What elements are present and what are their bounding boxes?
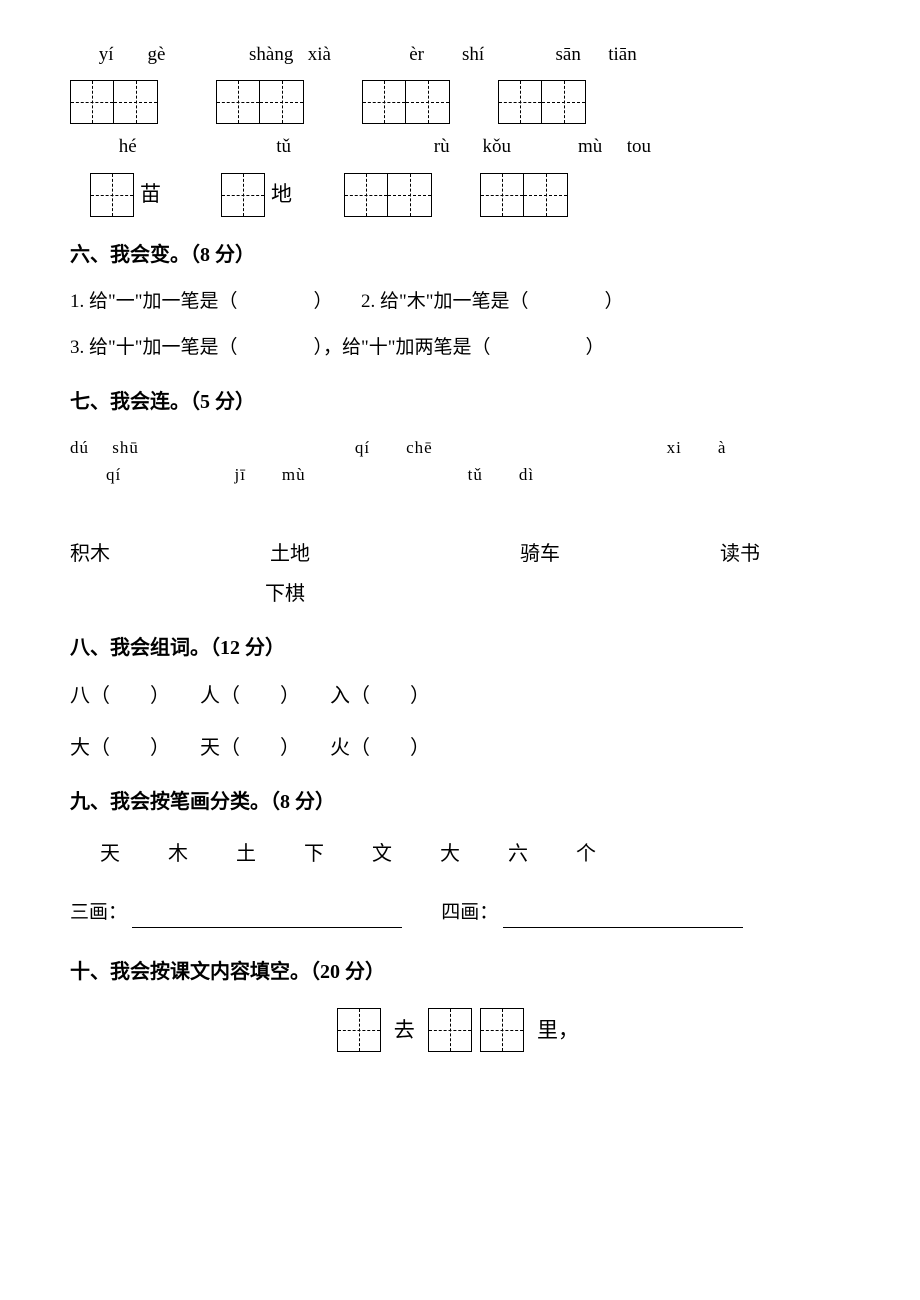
pinyin-row-1: yí gè shàng xià èr shí sān tiān xyxy=(70,40,850,70)
box[interactable] xyxy=(337,1008,381,1052)
q8-l1: 八（ ） 人（ ） 入（ ） xyxy=(70,680,850,712)
q9-chars: 天 木 土 下 文 大 六 个 xyxy=(100,838,850,870)
q7-words-1: 积木 土地 骑车 读书 xyxy=(70,538,850,570)
pinyin: shí xyxy=(462,40,506,70)
box-group[interactable] xyxy=(90,173,134,217)
section-9-head: 九、我会按笔画分类。（8 分） xyxy=(70,786,850,818)
blank-3-strokes[interactable] xyxy=(132,908,402,928)
section-6-head: 六、我会变。（8 分） xyxy=(70,239,850,271)
q7-pinyin-1: dú shū qí chē xi à xyxy=(70,434,850,461)
q10-row: 去 里， xyxy=(70,1008,850,1052)
box[interactable] xyxy=(428,1008,472,1052)
box-row-1 xyxy=(70,80,850,124)
pinyin: hé xyxy=(119,132,163,162)
pinyin: tiān xyxy=(608,40,652,70)
box-group[interactable] xyxy=(498,80,586,124)
box-group[interactable] xyxy=(344,173,432,217)
word: 骑车 xyxy=(520,543,560,565)
q7-pinyin-2: qí jī mù tǔ dì xyxy=(70,461,850,488)
word: 读书 xyxy=(720,543,760,565)
q7-words-2: 下棋 xyxy=(70,578,850,610)
section-7-head: 七、我会连。（5 分） xyxy=(70,386,850,418)
pinyin: gè xyxy=(148,40,192,70)
pinyin: rù xyxy=(434,132,478,162)
pinyin-row-2: hé tǔ rù kǒu mù tou xyxy=(70,132,850,162)
fixed-char: 里， xyxy=(537,1014,579,1048)
section-8-head: 八、我会组词。（12 分） xyxy=(70,632,850,664)
pinyin: kǒu xyxy=(483,132,527,162)
box-group[interactable] xyxy=(70,80,158,124)
word: 积木 xyxy=(70,543,110,565)
pinyin: xià xyxy=(308,40,352,70)
fixed-char: 地 xyxy=(271,178,292,212)
box-group[interactable] xyxy=(480,173,568,217)
fixed-char: 苗 xyxy=(140,178,161,212)
pinyin: mù xyxy=(578,132,622,162)
pinyin: èr xyxy=(409,40,457,70)
q9-fill: 三画： 四画： xyxy=(70,898,850,928)
box-group[interactable] xyxy=(221,173,265,217)
label-3-strokes: 三画： xyxy=(70,902,127,923)
pinyin: tou xyxy=(627,132,671,162)
q6-1: 1. 给"一"加一笔是（ ） 2. 给"木"加一笔是（ ） xyxy=(70,287,850,317)
box-group[interactable] xyxy=(362,80,450,124)
box-row-2: 苗 地 xyxy=(70,173,850,217)
label-4-strokes: 四画： xyxy=(441,902,498,923)
q6-2: 3. 给"十"加一笔是（ ），给"十"加两笔是（ ） xyxy=(70,333,850,363)
section-10-head: 十、我会按课文内容填空。（20 分） xyxy=(70,956,850,988)
pinyin: shàng xyxy=(249,40,303,70)
pinyin: sān xyxy=(556,40,604,70)
q8-l2: 大（ ） 天（ ） 火（ ） xyxy=(70,732,850,764)
pinyin: tǔ xyxy=(276,132,320,162)
pinyin: yí xyxy=(99,40,143,70)
blank-4-strokes[interactable] xyxy=(503,908,743,928)
word: 下棋 xyxy=(265,583,305,605)
word: 土地 xyxy=(270,543,310,565)
box[interactable] xyxy=(480,1008,524,1052)
box-group[interactable] xyxy=(216,80,304,124)
fixed-char: 去 xyxy=(394,1014,415,1048)
